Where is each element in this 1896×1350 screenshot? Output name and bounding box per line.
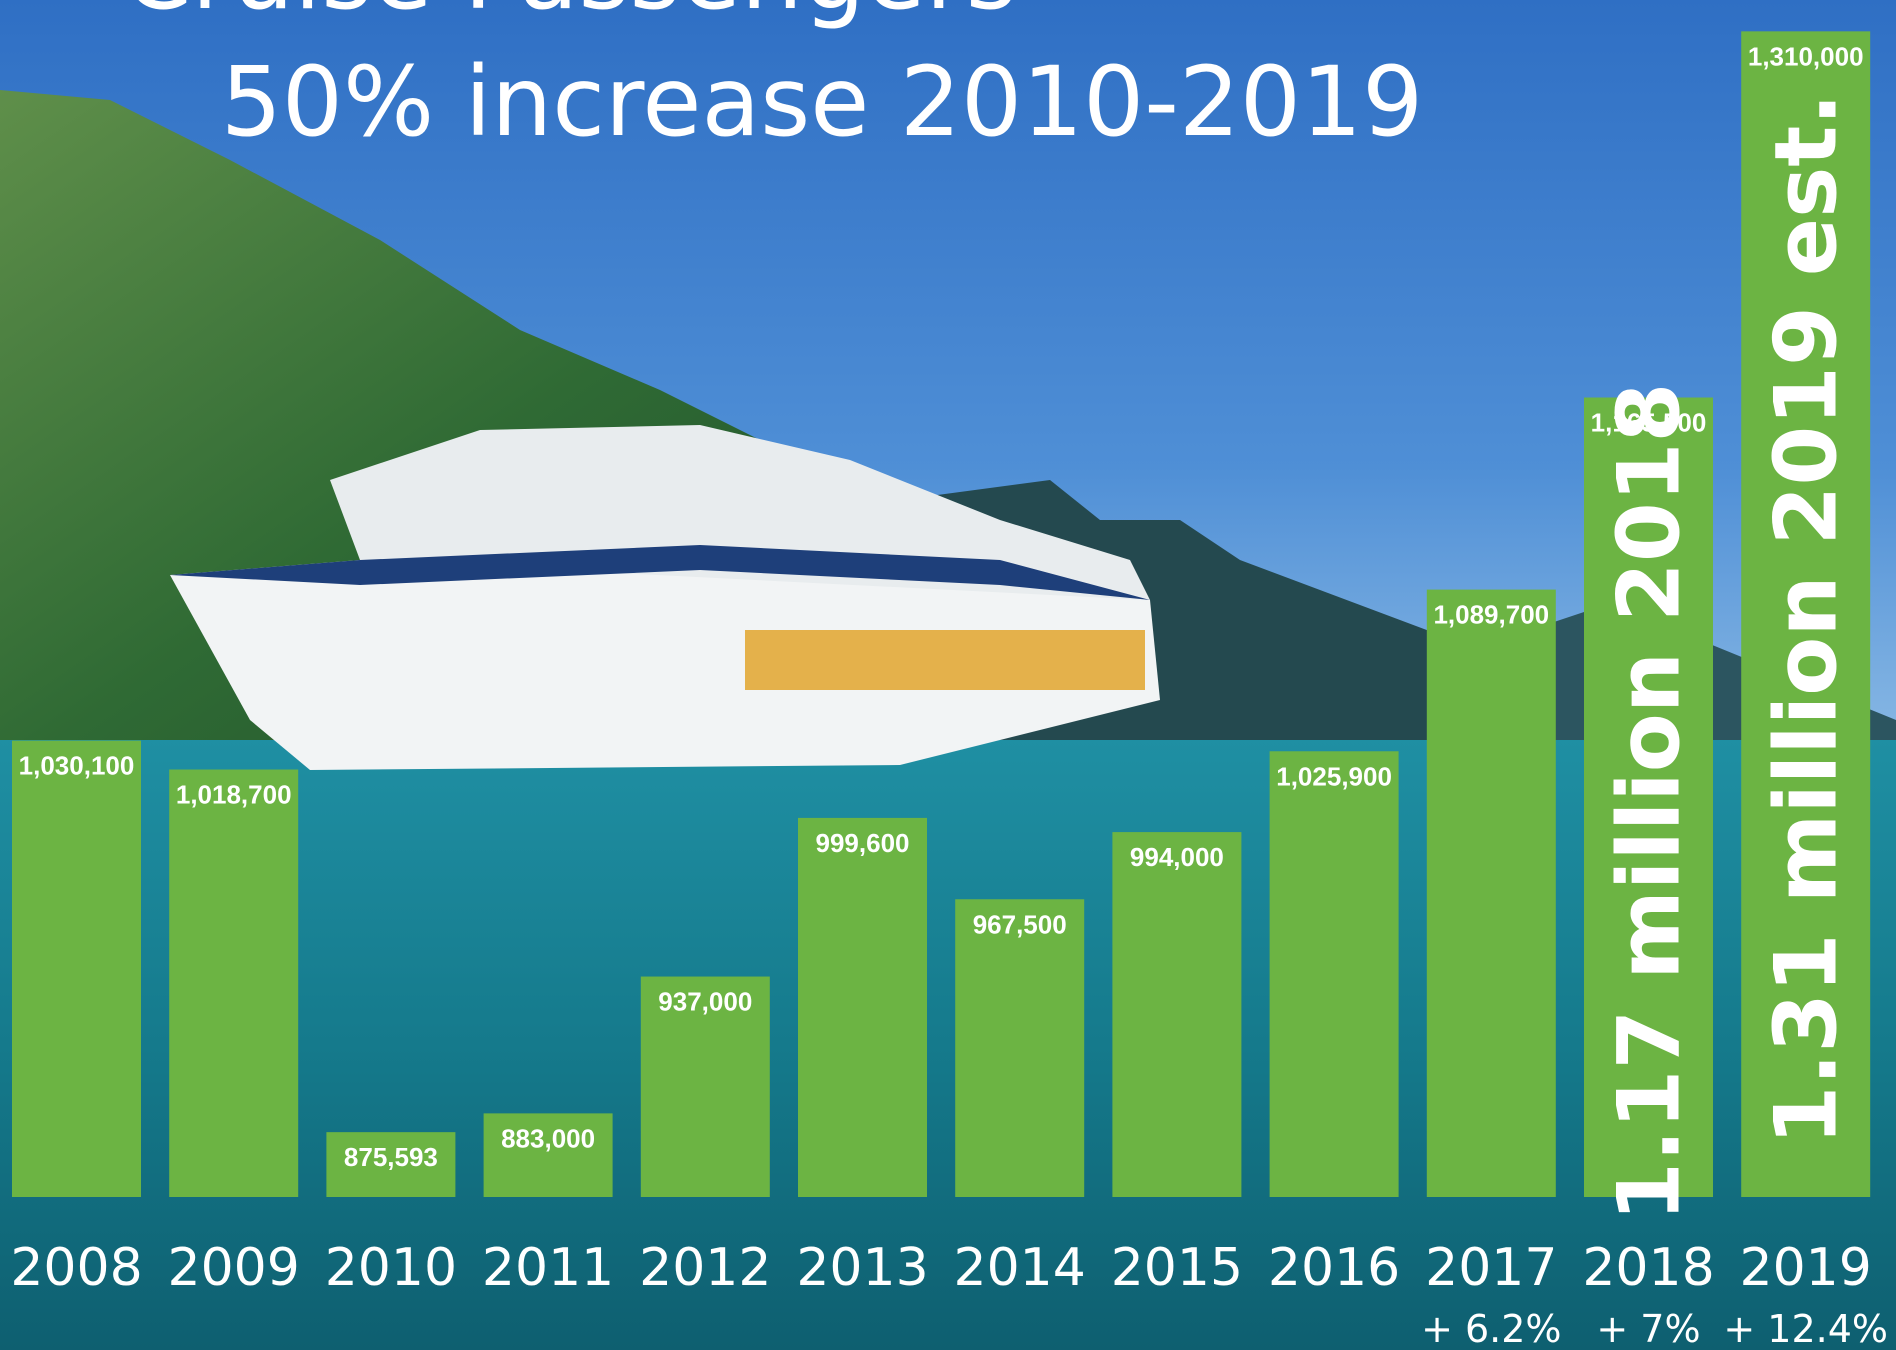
bar	[798, 818, 927, 1197]
bar	[1270, 751, 1399, 1197]
value-label: 875,593	[344, 1142, 438, 1172]
value-label: 937,000	[658, 987, 752, 1017]
value-label: 967,500	[973, 909, 1067, 939]
chart-title: Cruise Passengers	[123, 0, 1017, 32]
x-tick-label: 2008	[10, 1238, 142, 1298]
x-tick-label: 2019	[1740, 1238, 1872, 1298]
bar-note: 1.17 million 2018	[1600, 383, 1700, 1222]
bar	[169, 770, 298, 1197]
value-label: 1,310,000	[1748, 41, 1864, 71]
growth-label: + 7%	[1596, 1307, 1700, 1350]
x-tick-label: 2017	[1425, 1238, 1557, 1298]
x-tick-label: 2014	[954, 1238, 1086, 1298]
value-label: 1,030,100	[19, 751, 135, 781]
x-tick-label: 2012	[639, 1238, 771, 1298]
x-tick-label: 2015	[1111, 1238, 1243, 1298]
value-label: 1,018,700	[176, 780, 292, 810]
x-tick-label: 2010	[325, 1238, 457, 1298]
bar	[1112, 832, 1241, 1197]
chart: Cruise Passengers 50% increase 2010-2019…	[0, 0, 1896, 1350]
bar	[12, 741, 141, 1197]
growth-label: + 12.4%	[1723, 1307, 1888, 1350]
x-tick-label: 2016	[1268, 1238, 1400, 1298]
x-tick-label: 2011	[482, 1238, 614, 1298]
bar	[1427, 590, 1556, 1197]
x-tick-label: 2009	[168, 1238, 300, 1298]
bar	[955, 899, 1084, 1197]
value-label: 1,025,900	[1276, 761, 1392, 791]
x-tick-label: 2018	[1582, 1238, 1714, 1298]
x-tick-label: 2013	[796, 1238, 928, 1298]
value-label: 883,000	[501, 1123, 595, 1153]
value-label: 999,600	[816, 828, 910, 858]
growth-label: + 6.2%	[1421, 1307, 1561, 1350]
chart-subtitle: 50% increase 2010-2019	[221, 46, 1423, 158]
value-label: 1,089,700	[1433, 600, 1549, 630]
value-label: 994,000	[1130, 842, 1224, 872]
bar-note: 1.31 million 2019 est.	[1757, 93, 1857, 1146]
page: {"chart_data": { "type": "bar", "title":…	[0, 0, 1896, 1350]
